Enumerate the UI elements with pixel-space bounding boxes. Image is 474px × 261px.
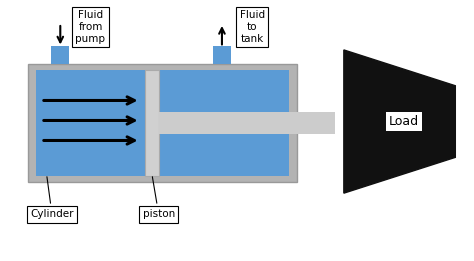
Text: piston: piston: [143, 177, 175, 220]
Text: Fluid
to
tank: Fluid to tank: [239, 10, 264, 44]
Text: Fluid
from
pump: Fluid from pump: [75, 10, 106, 44]
Bar: [213, 46, 231, 64]
Bar: [145, 70, 159, 176]
Bar: [28, 64, 297, 182]
Bar: [36, 70, 289, 176]
Polygon shape: [344, 50, 456, 193]
Text: Cylinder: Cylinder: [30, 177, 74, 220]
Bar: [52, 46, 69, 64]
Bar: [159, 112, 335, 134]
Text: Load: Load: [389, 115, 419, 128]
